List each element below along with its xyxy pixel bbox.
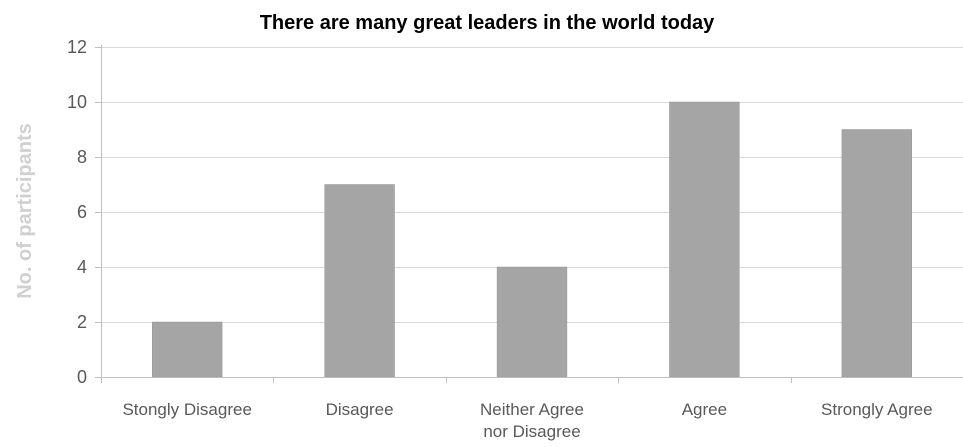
- x-tick-label: Agree: [682, 400, 727, 419]
- x-tick-label: Stongly Disagree: [122, 400, 251, 419]
- y-tick-label: 12: [67, 37, 87, 57]
- bars: [152, 101, 912, 378]
- y-tick-label: 0: [77, 367, 87, 387]
- y-tick-label: 4: [77, 257, 87, 277]
- chart-title: There are many great leaders in the worl…: [260, 12, 715, 34]
- bar: [152, 321, 223, 378]
- bar: [841, 129, 912, 378]
- y-tick-label: 8: [77, 147, 87, 167]
- x-tick-label: Disagree: [326, 400, 394, 419]
- bar: [324, 184, 395, 378]
- x-tick-label: Neither Agree nor Disagree: [480, 400, 584, 441]
- gridlines: [101, 47, 963, 323]
- y-tick-label: 6: [77, 202, 87, 222]
- bar: [669, 101, 740, 378]
- y-tick-labels: 0 2 4 6 8 10 12: [67, 37, 87, 387]
- y-axis-label: No. of participants: [14, 123, 36, 299]
- x-tick-labels: Stongly Disagree Disagree Neither Agree nor…: [122, 400, 932, 441]
- bar: [496, 266, 568, 378]
- axes: [95, 45, 963, 383]
- y-tick-label: 2: [77, 312, 87, 332]
- x-tick-label: Strongly Agree: [821, 400, 933, 419]
- y-tick-label: 10: [67, 92, 87, 112]
